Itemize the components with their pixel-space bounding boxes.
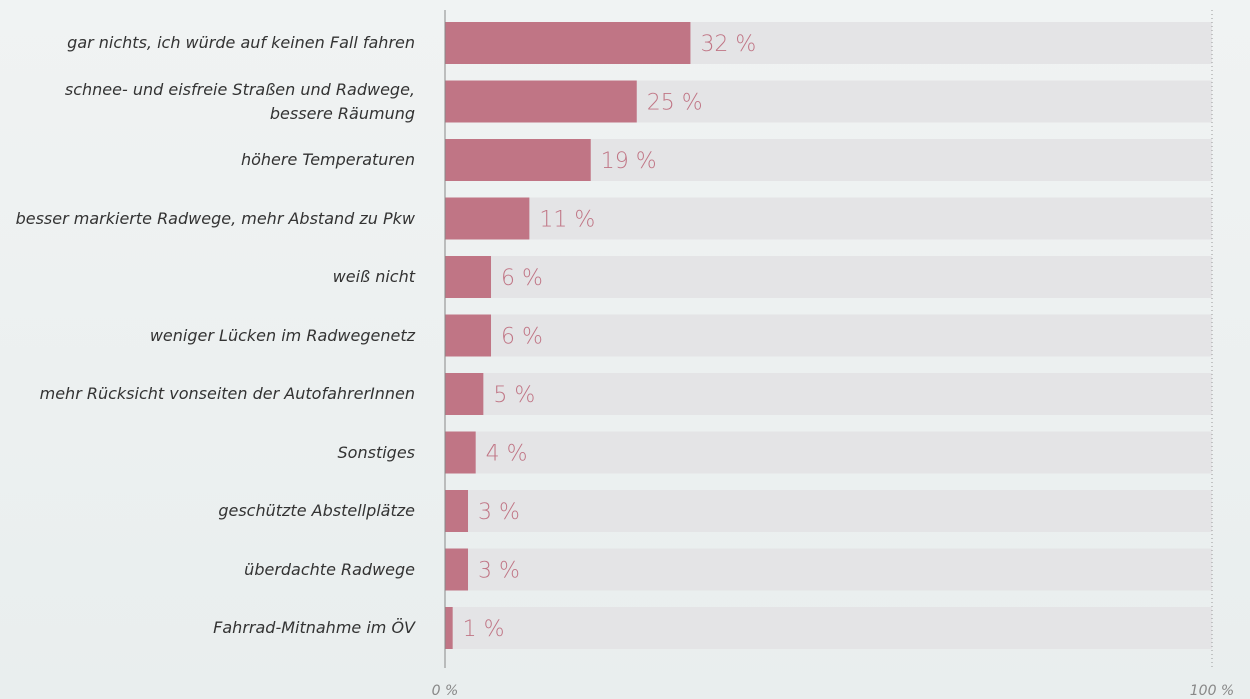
category-label: schnee- und eisfreie Straßen und Radwege… xyxy=(64,79,415,123)
bar-track xyxy=(445,373,1212,415)
value-label: 1 % xyxy=(463,617,505,642)
value-label: 4 % xyxy=(486,442,528,467)
value-label: 6 % xyxy=(501,325,543,350)
bar xyxy=(445,139,591,181)
bar xyxy=(445,22,691,64)
x-tick-label: 0 % xyxy=(432,683,459,699)
bar xyxy=(445,431,476,474)
value-label: 32 % xyxy=(700,32,756,57)
x-tick-label: 100 % xyxy=(1190,683,1234,699)
value-label: 11 % xyxy=(539,208,595,233)
category-label: überdachte Radwege xyxy=(244,559,415,579)
value-label: 3 % xyxy=(478,559,520,584)
value-label: 5 % xyxy=(493,383,535,408)
bar xyxy=(445,80,637,123)
bar xyxy=(445,197,530,240)
category-label: gar nichts, ich würde auf keinen Fall fa… xyxy=(67,33,415,52)
category-label: weniger Lücken im Radwegenetz xyxy=(149,325,415,345)
value-label: 19 % xyxy=(601,149,657,174)
category-label: Fahrrad-Mitnahme im ÖV xyxy=(213,618,415,637)
bar xyxy=(445,314,492,357)
value-label: 6 % xyxy=(501,266,543,291)
bar xyxy=(445,256,492,298)
category-label: mehr Rücksicht vonseiten der AutofahrerI… xyxy=(39,384,415,403)
bar xyxy=(445,373,484,415)
category-label: höhere Temperaturen xyxy=(240,150,415,169)
bar-track xyxy=(445,607,1212,649)
category-label: besser markierte Radwege, mehr Abstand z… xyxy=(15,208,415,228)
category-label: Sonstiges xyxy=(337,442,415,462)
bar-track xyxy=(445,548,1212,591)
category-label: geschützte Abstellplätze xyxy=(218,501,415,520)
bar-track xyxy=(445,314,1212,357)
bar-track xyxy=(445,197,1212,240)
value-label: 3 % xyxy=(478,500,520,525)
bar xyxy=(445,607,453,649)
bar xyxy=(445,490,469,532)
bar xyxy=(445,548,469,591)
bar-track xyxy=(445,490,1212,532)
bar-track xyxy=(445,256,1212,298)
value-label: 25 % xyxy=(647,91,703,116)
category-label: weiß nicht xyxy=(332,267,415,286)
bar-track xyxy=(445,431,1212,474)
